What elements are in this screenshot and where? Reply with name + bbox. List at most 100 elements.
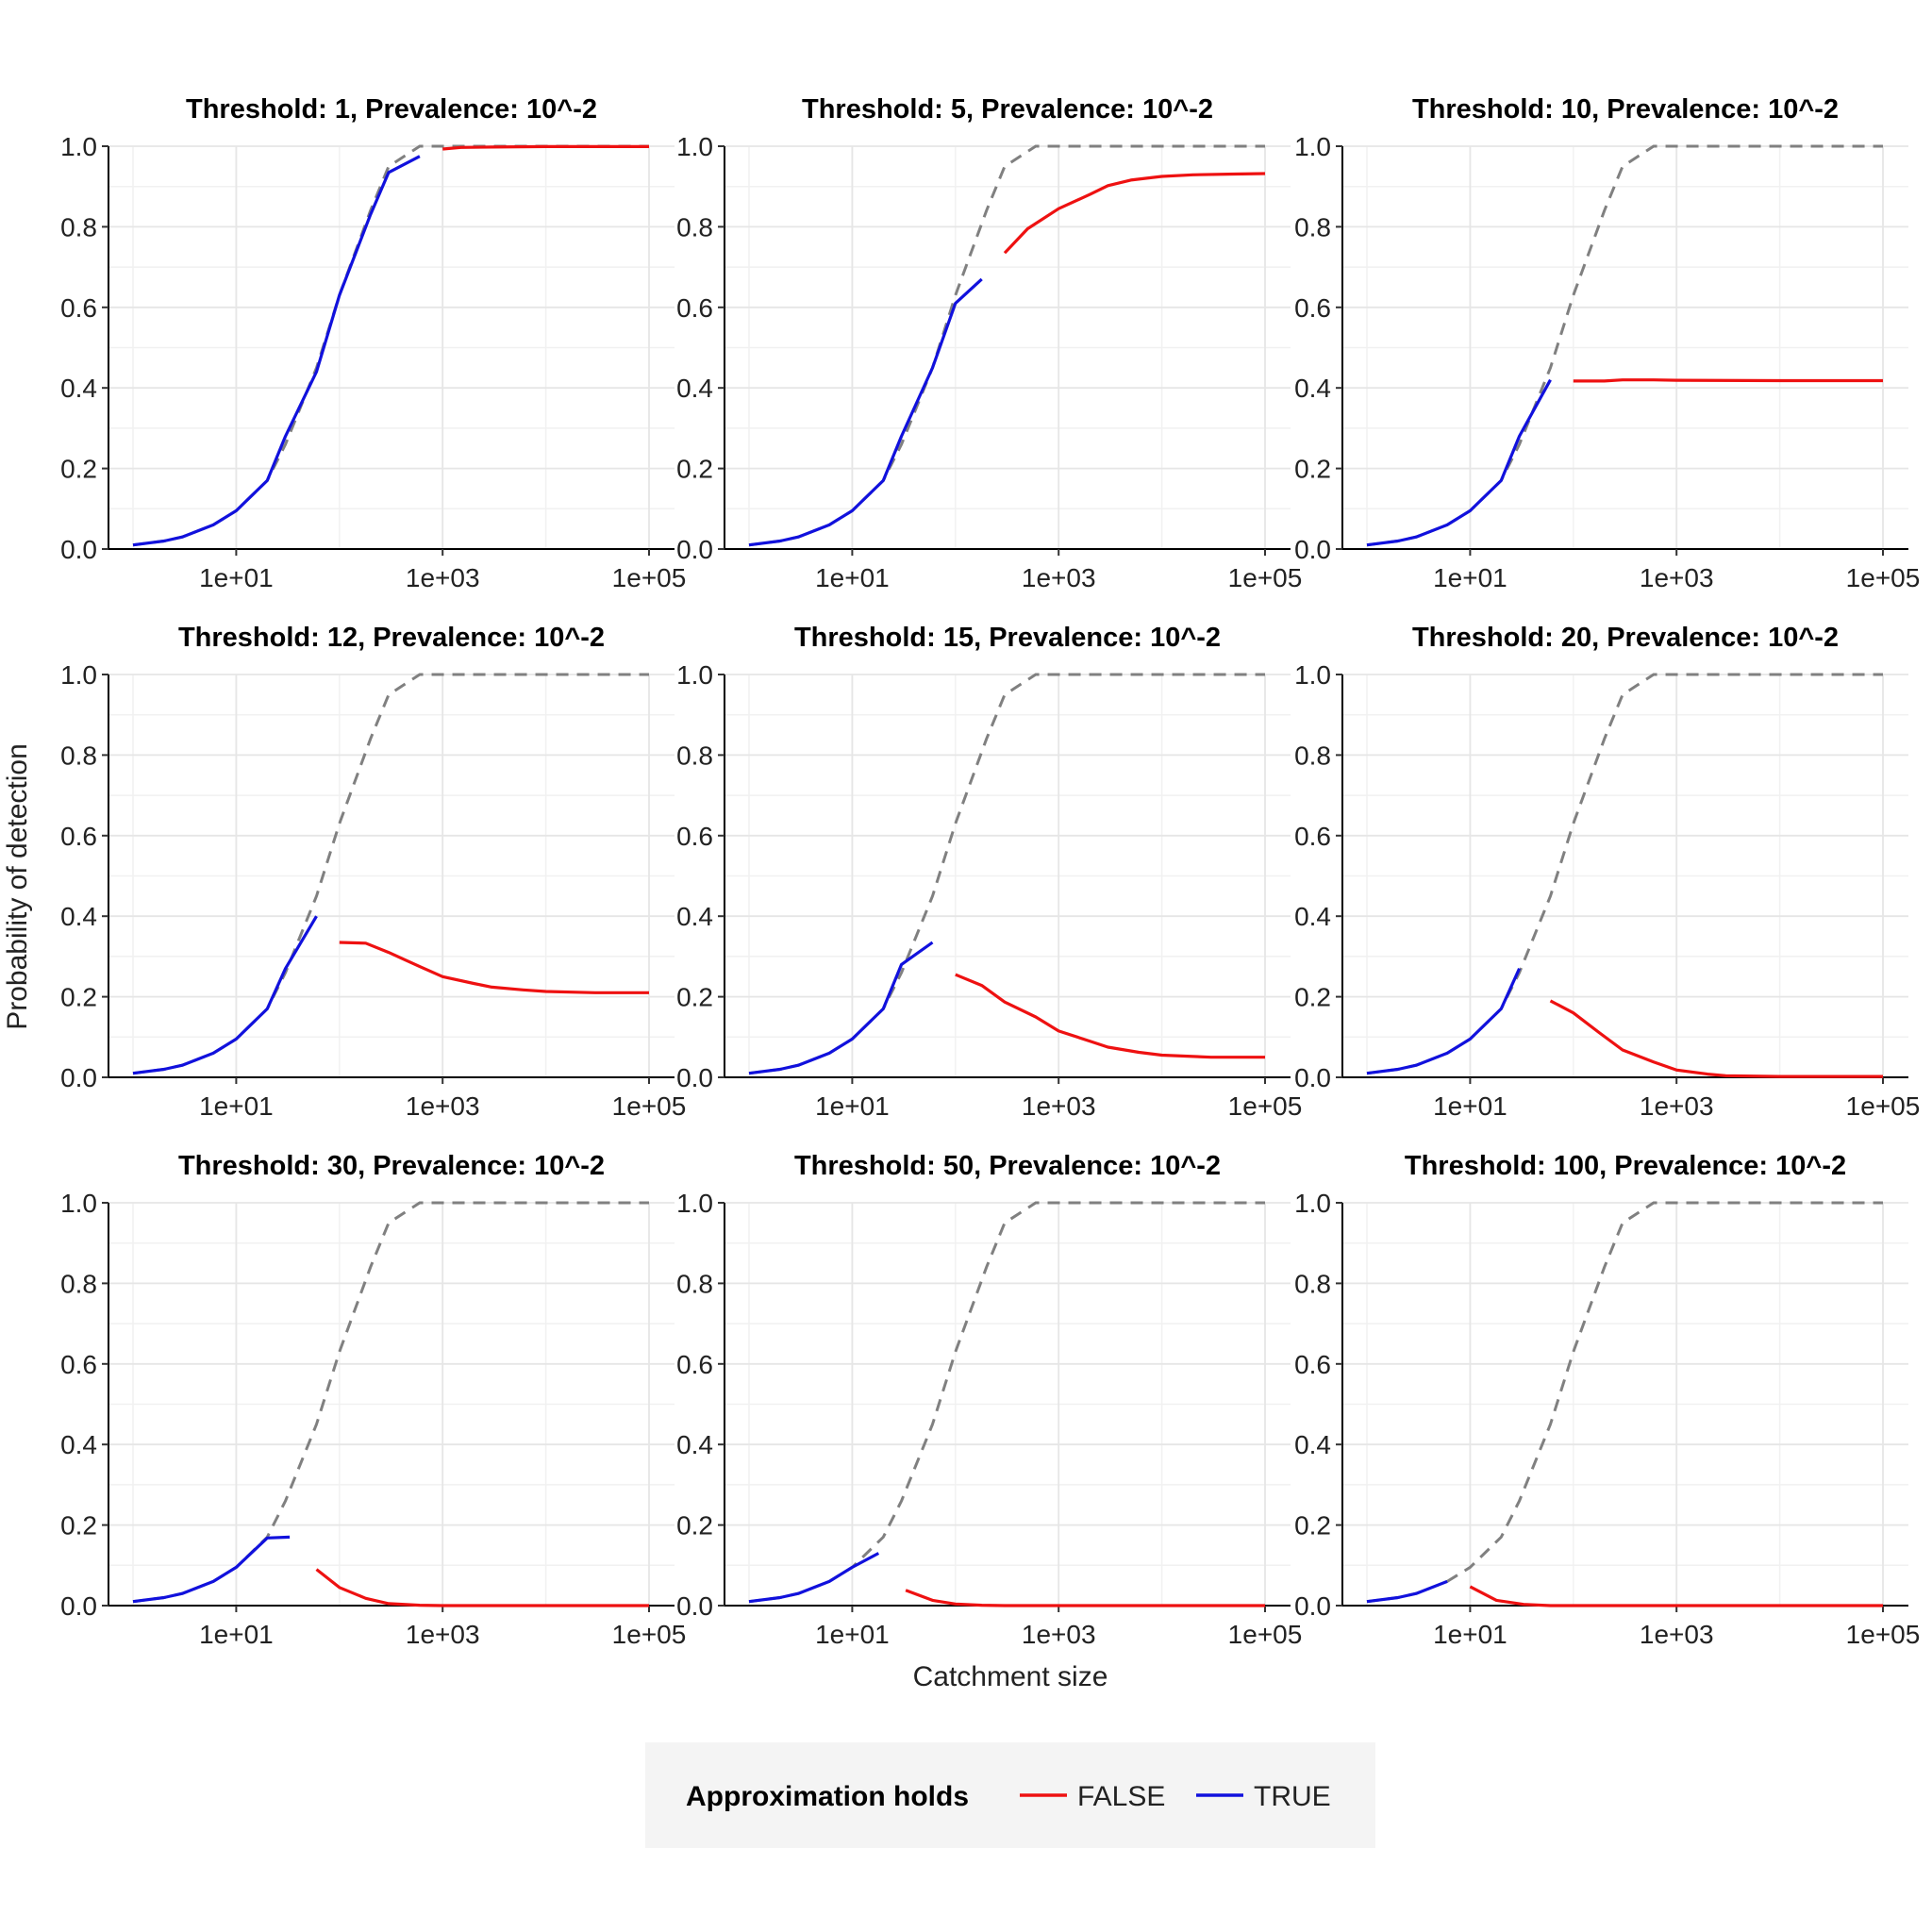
y-tick-label: 0.8 [1294,1269,1331,1298]
series-line-true [132,915,318,1075]
y-tick-label: 0.4 [676,374,713,403]
panel-title: Threshold: 10, Prevalence: 10^-2 [1412,94,1839,125]
y-tick-label: 0.2 [1294,983,1331,1012]
x-tick-label: 1e+03 [406,563,480,592]
x-tick-label: 1e+03 [1640,1091,1714,1121]
y-tick-label: 1.0 [60,660,97,690]
y-tick-label: 0.0 [676,1591,713,1621]
panel-title: Threshold: 5, Prevalence: 10^-2 [802,94,1213,125]
panel-title: Threshold: 50, Prevalence: 10^-2 [794,1151,1221,1181]
y-tick-label: 0.8 [60,741,97,770]
y-tick-label: 0.8 [60,212,97,242]
chart-panels: 0.00.20.40.60.81.01e+01 1e+03 1e+05Thresho… [60,94,1920,1649]
x-tick-label: 1e+05 [1846,1620,1921,1649]
panel-title: Threshold: 20, Prevalence: 10^-2 [1412,623,1839,653]
y-tick-label: 0.6 [1294,293,1331,323]
series-line-false [905,1589,1265,1607]
y-tick-label: 0.6 [676,1350,713,1379]
series-line-false [1469,1585,1883,1607]
y-axis-title: Probability of detection [2,743,33,1030]
panel-2: 0.0 0.2 0.4 0.6 0.8 1.0 1e+01 1e+03 1e+05 Thresho… [676,94,1302,592]
y-tick-label: 0.0 [676,1063,713,1092]
legend-background [645,1742,1375,1848]
y-tick-label: 0.0 [1294,1591,1331,1621]
series-line-true [1366,968,1522,1075]
y-tick-label: 0.6 [60,822,97,851]
series-line-true [1366,378,1552,547]
panel-9: 0.0 0.2 0.4 0.6 0.8 1.0 1e+01 1e+03 1e+05 Thresho… [1294,1151,1920,1649]
y-tick-label: 0.2 [60,1511,97,1541]
x-tick-label: 1e+01 [1433,1620,1507,1649]
x-tick-label: 1e+03 [1022,563,1096,592]
y-tick-label: 0.8 [1294,212,1331,242]
legend-label-false: FALSE [1077,1781,1165,1812]
y-tick-label: 0.2 [1294,455,1331,484]
x-tick-label: 1e+01 [815,1091,890,1121]
y-tick-label: 1.0 [60,132,97,161]
reference-curve [748,1201,1265,1604]
series-line-true [132,1535,291,1604]
x-tick-label: 1e+01 [199,563,274,592]
y-tick-label: 0.8 [676,212,713,242]
reference-curve [1366,673,1883,1075]
y-tick-label: 1.0 [1294,1189,1331,1218]
y-tick-label: 1.0 [1294,132,1331,161]
reference-curve [1366,144,1883,547]
y-tick-label: 0.4 [676,1430,713,1459]
y-tick-label: 0.0 [1294,535,1331,564]
y-tick-label: 1.0 [676,132,713,161]
y-tick-label: 0.6 [676,822,713,851]
series-line-false [1003,172,1266,255]
y-tick-label: 0.2 [676,1511,713,1541]
series-line-true [748,941,934,1075]
x-tick-label: 1e+05 [612,563,687,592]
panel-title: Threshold: 15, Prevalence: 10^-2 [794,623,1221,653]
x-tick-label: 1e+01 [815,563,890,592]
y-tick-label: 0.4 [1294,374,1331,403]
series-line-false [339,941,649,994]
x-tick-label: 1e+03 [1640,563,1714,592]
y-tick-label: 0.2 [676,455,713,484]
panel-7: 0.0 0.2 0.4 0.6 0.8 1.0 1e+01 1e+03 1e+05 Thresho… [60,1151,686,1649]
y-tick-label: 0.8 [676,1269,713,1298]
x-tick-label: 1e+05 [1228,1620,1303,1649]
y-tick-label: 0.0 [60,1063,97,1092]
y-tick-label: 0.4 [1294,902,1331,931]
y-tick-label: 0.4 [60,902,97,931]
y-tick-label: 1.0 [1294,660,1331,690]
x-tick-label: 1e+03 [1640,1620,1714,1649]
reference-curve [748,144,1265,547]
y-tick-label: 0.6 [60,1350,97,1379]
y-tick-label: 0.6 [1294,822,1331,851]
y-tick-label: 0.4 [1294,1430,1331,1459]
y-tick-label: 0.4 [60,1430,97,1459]
panel-1: 0.0 0.2 0.4 0.6 0.8 1.0 1e+01 1e+03 1e+05 Thresho… [60,94,686,592]
reference-curve [748,673,1265,1075]
series-line-true [1366,1579,1448,1604]
x-axis-title: Catchment size [913,1661,1108,1692]
panel-6: 0.0 0.2 0.4 0.6 0.8 1.0 1e+01 1e+03 1e+05 Thresho… [1294,623,1920,1121]
panel-8: 0.0 0.2 0.4 0.6 0.8 1.0 1e+01 1e+03 1e+05 Thresho… [676,1151,1302,1649]
x-tick-label: 1e+01 [199,1620,274,1649]
x-tick-label: 1e+05 [1846,563,1921,592]
panel-title: Threshold: 30, Prevalence: 10^-2 [178,1151,605,1181]
legend-title: Approximation holds [686,1781,969,1812]
panel-3: 0.0 0.2 0.4 0.6 0.8 1.0 1e+01 1e+03 1e+05 Thresho… [1294,94,1920,592]
panel-title: Threshold: 12, Prevalence: 10^-2 [178,623,605,653]
series-line-true [748,1552,880,1604]
panel-title: Threshold: 100, Prevalence: 10^-2 [1405,1151,1846,1181]
series-line-false [1573,378,1883,383]
x-tick-label: 1e+05 [1228,563,1303,592]
series-line-true [132,155,421,547]
x-tick-label: 1e+01 [1433,563,1507,592]
y-tick-label: 0.4 [676,902,713,931]
x-tick-label: 1e+01 [1433,1091,1507,1121]
x-tick-label: 1e+05 [1228,1091,1303,1121]
panel-4: 0.0 0.2 0.4 0.6 0.8 1.0 1e+01 1e+03 1e+05 Thresho… [60,623,686,1121]
x-tick-label: 1e+05 [1846,1091,1921,1121]
y-tick-label: 0.2 [1294,1511,1331,1541]
y-tick-label: 1.0 [676,1189,713,1218]
y-tick-label: 0.6 [676,293,713,323]
series-line-false [955,973,1265,1059]
y-tick-label: 0.6 [1294,1350,1331,1379]
